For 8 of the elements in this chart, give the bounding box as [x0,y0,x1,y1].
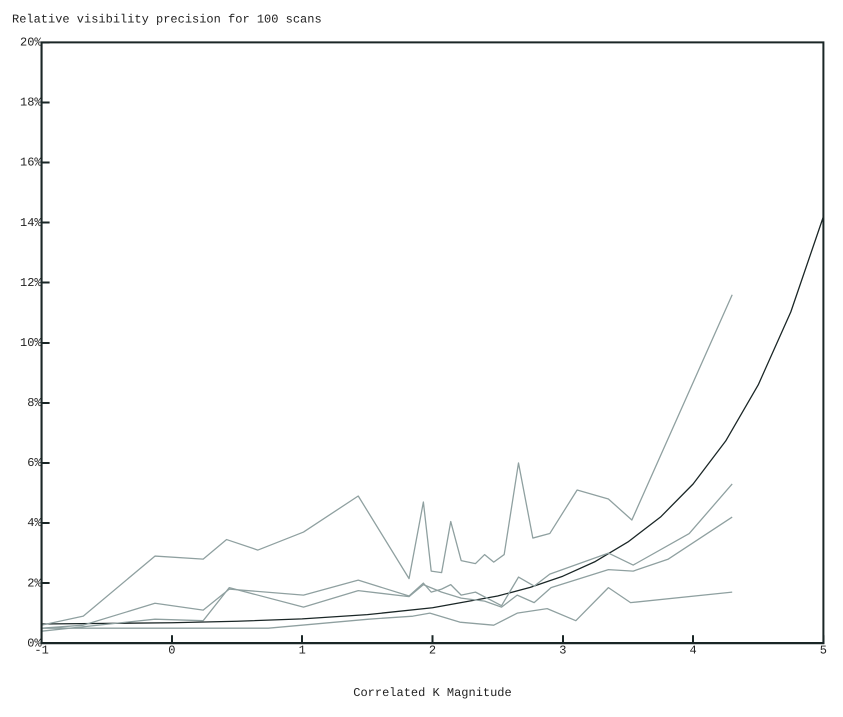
x-tick-label: 2 [428,644,436,658]
x-tick-label: 5 [820,644,827,658]
x-tick-label: 4 [690,644,697,658]
chart-title: Relative visibility precision for 100 scans [12,12,322,26]
x-tick-label: 0 [168,644,176,658]
x-tick-label: 3 [559,644,566,658]
x-axis-title: Correlated K Magnitude [353,686,512,700]
x-tick-label: 1 [298,644,306,658]
